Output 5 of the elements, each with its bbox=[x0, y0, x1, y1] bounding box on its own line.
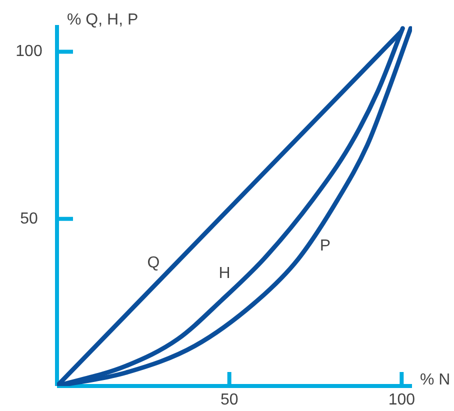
series-label: H bbox=[218, 265, 230, 282]
series-label: Q bbox=[147, 254, 160, 272]
x-axis-title: % N bbox=[420, 371, 450, 388]
series-label: P bbox=[320, 237, 330, 254]
y-axis-title: % Q, H, P bbox=[67, 11, 138, 28]
